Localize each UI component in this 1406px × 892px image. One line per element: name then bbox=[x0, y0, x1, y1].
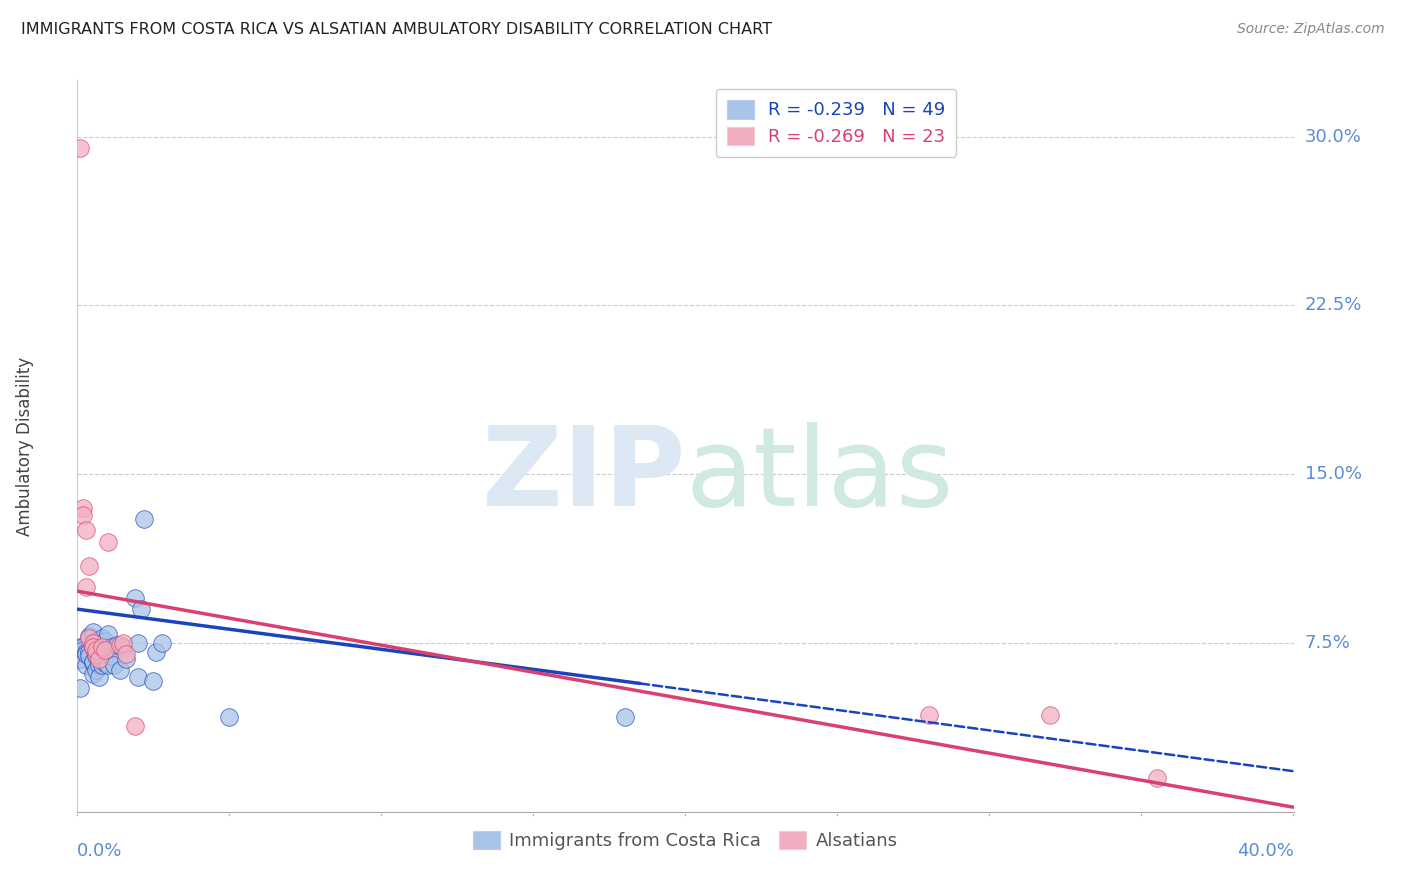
Point bbox=[87, 651, 110, 665]
Point bbox=[84, 649, 107, 664]
Point bbox=[124, 719, 146, 733]
Point bbox=[69, 681, 91, 695]
Point bbox=[90, 649, 112, 664]
Point bbox=[87, 658, 110, 673]
Point bbox=[93, 642, 115, 657]
Text: 7.5%: 7.5% bbox=[1305, 634, 1351, 652]
Point bbox=[100, 640, 122, 655]
Point bbox=[69, 141, 91, 155]
Point bbox=[111, 636, 134, 650]
Text: 15.0%: 15.0% bbox=[1305, 465, 1361, 483]
Point bbox=[82, 654, 104, 668]
Point bbox=[84, 642, 107, 657]
Point bbox=[84, 642, 107, 657]
Point bbox=[127, 636, 149, 650]
Point bbox=[115, 647, 138, 661]
Point bbox=[1146, 771, 1168, 785]
Text: 40.0%: 40.0% bbox=[1237, 842, 1294, 860]
Point bbox=[127, 670, 149, 684]
Point bbox=[105, 638, 128, 652]
Point bbox=[79, 645, 101, 659]
Point bbox=[613, 710, 636, 724]
Point bbox=[115, 651, 138, 665]
Point bbox=[84, 647, 107, 661]
Point bbox=[82, 636, 104, 650]
Point bbox=[87, 638, 110, 652]
Text: IMMIGRANTS FROM COSTA RICA VS ALSATIAN AMBULATORY DISABILITY CORRELATION CHART: IMMIGRANTS FROM COSTA RICA VS ALSATIAN A… bbox=[21, 22, 772, 37]
Point bbox=[82, 640, 104, 655]
Point bbox=[72, 508, 94, 522]
Point bbox=[93, 633, 115, 648]
Text: atlas: atlas bbox=[686, 422, 953, 529]
Point bbox=[69, 640, 91, 655]
Point bbox=[82, 667, 104, 681]
Point bbox=[90, 632, 112, 646]
Point bbox=[87, 642, 110, 657]
Point bbox=[142, 674, 165, 689]
Point bbox=[918, 708, 941, 723]
Point bbox=[79, 629, 101, 643]
Legend: Immigrants from Costa Rica, Alsatians: Immigrants from Costa Rica, Alsatians bbox=[467, 823, 904, 857]
Point bbox=[124, 591, 146, 605]
Point bbox=[75, 645, 97, 659]
Point bbox=[75, 524, 97, 538]
Text: 0.0%: 0.0% bbox=[77, 842, 122, 860]
Point bbox=[72, 500, 94, 515]
Point bbox=[97, 627, 120, 641]
Point bbox=[87, 645, 110, 659]
Point bbox=[82, 640, 104, 655]
Point bbox=[93, 656, 115, 670]
Point bbox=[79, 649, 101, 664]
Point bbox=[90, 640, 112, 655]
Point bbox=[97, 658, 120, 673]
Point bbox=[75, 658, 97, 673]
Point bbox=[69, 651, 91, 665]
Point bbox=[84, 663, 107, 677]
Point bbox=[1039, 708, 1062, 723]
Text: 30.0%: 30.0% bbox=[1305, 128, 1361, 145]
Text: Source: ZipAtlas.com: Source: ZipAtlas.com bbox=[1237, 22, 1385, 37]
Point bbox=[129, 602, 152, 616]
Point bbox=[84, 633, 107, 648]
Point bbox=[111, 640, 134, 655]
Point bbox=[97, 534, 120, 549]
Point bbox=[103, 658, 125, 673]
Point bbox=[72, 642, 94, 657]
Point bbox=[218, 710, 240, 724]
Point bbox=[108, 638, 131, 652]
Text: ZIP: ZIP bbox=[482, 422, 686, 529]
Point bbox=[75, 580, 97, 594]
Point bbox=[82, 624, 104, 639]
Point bbox=[79, 632, 101, 646]
Point bbox=[108, 663, 131, 677]
Point bbox=[100, 649, 122, 664]
Point bbox=[87, 670, 110, 684]
Point bbox=[152, 636, 174, 650]
Text: 22.5%: 22.5% bbox=[1305, 296, 1362, 314]
Point bbox=[79, 559, 101, 574]
Point bbox=[90, 658, 112, 673]
Point bbox=[82, 640, 104, 655]
Text: Ambulatory Disability: Ambulatory Disability bbox=[15, 357, 34, 535]
Point bbox=[75, 647, 97, 661]
Point bbox=[145, 645, 167, 659]
Point bbox=[134, 512, 156, 526]
Point bbox=[72, 640, 94, 655]
Point bbox=[82, 656, 104, 670]
